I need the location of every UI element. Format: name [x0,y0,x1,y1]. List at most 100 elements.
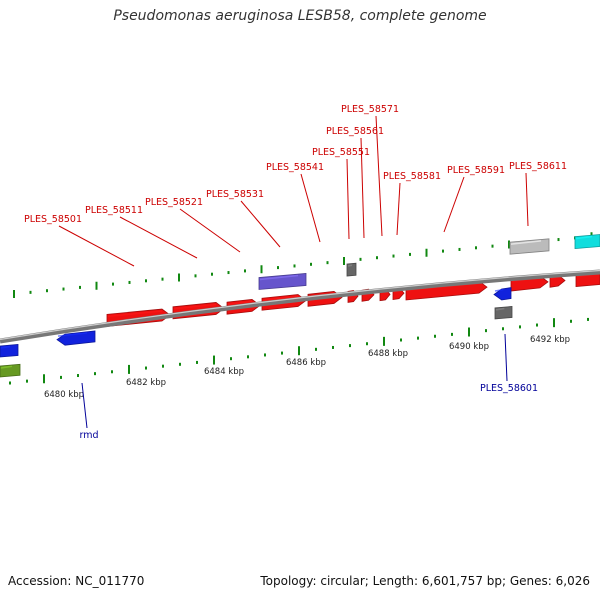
outer-position-dot [95,281,98,290]
gene-ples-58501-shine [107,310,163,318]
gene-label-ples-58571: PLES_58571 [341,104,399,115]
inner-position-dot [26,379,28,383]
feature-ples-58601-shine [495,307,505,311]
outer-position-dot [343,257,345,265]
backbone-highlight [0,269,600,341]
label-leader-line [179,208,241,253]
gene-label-ples-58521: PLES_58521 [145,197,203,208]
inner-position-dot [451,332,453,336]
outer-position-dot [409,252,411,256]
inner-position-dot [400,338,402,342]
inner-position-dot [213,355,215,365]
gene-blue-small-shine [494,288,504,292]
outer-position-dot [326,261,329,265]
feature-gray-block-shine [510,240,542,245]
outer-position-dot [194,274,197,278]
inner-position-dot [298,346,300,356]
inner-position-dot [77,374,79,378]
outer-position-dot [508,240,510,249]
outer-position-dot [277,266,279,270]
feature-gray-block [509,238,550,255]
outer-position-dot [557,238,560,242]
inner-position-dot [9,381,11,385]
inner-position-dot [468,327,470,337]
label-leader-line [81,382,88,429]
inner-position-dot [417,336,419,340]
label-leader-line [375,115,383,237]
gene-label-ples-58601: PLES_58601 [480,383,538,394]
inner-position-dot [587,317,589,321]
gene-features [0,234,600,378]
scale-tick-label: 6486 kbp [286,358,326,368]
label-leader-line [525,172,529,227]
genome-summary: Topology: circular; Length: 6,601,757 bp… [260,574,590,588]
gene-rmd-shine [57,332,88,337]
scale-tick-label: 6482 kbp [126,378,166,388]
outer-position-dot [244,269,246,273]
inner-position-dot [281,351,283,355]
gene-label-ples-58591: PLES_58591 [447,165,505,176]
gene-left-edge-blue-shine [0,345,11,349]
inner-position-dot [553,318,555,328]
inner-position-dot [60,375,62,379]
inner-position-dot [519,325,521,329]
outer-position-dot [161,277,164,281]
outer-position-dot [145,279,147,283]
inner-position-dot [315,347,317,351]
outer-position-dot [392,254,395,258]
inner-position-dot [230,357,232,361]
outer-position-dot [62,287,65,291]
outer-position-dot [442,249,444,253]
map-title: Pseudomonas aeruginosa LESB58, complete … [113,8,487,24]
scale-tick-label: 6484 kbp [204,367,244,377]
label-leader-line [504,333,508,382]
outer-position-dot [458,247,461,251]
inner-position-dot [366,342,368,346]
scale-tick-label: 6480 kbp [44,390,84,400]
gene-blue-small [493,287,512,301]
label-leader-line [443,176,465,233]
scale-tick-label: 6492 kbp [530,335,570,345]
inner-position-dot [179,362,181,366]
outer-position-dot [227,271,230,275]
label-leader-line [360,137,365,239]
outer-position-dot [260,265,263,274]
gene-left-edge-olive-shine [0,365,13,369]
outer-position-dot [475,246,477,250]
inner-position-dot [332,345,334,349]
outer-position-dot [425,248,428,257]
inner-position-dot [383,336,385,346]
inner-position-dot [128,364,130,374]
outer-position-dot [79,285,81,289]
inner-position-dot [145,366,147,370]
gene-label-ples-58611: PLES_58611 [509,161,567,172]
label-leader-line [119,216,198,259]
label-leader-line [346,158,350,240]
backbone-line [0,269,600,344]
inner-position-dot [94,372,96,376]
gene-label-ples-58501: PLES_58501 [24,214,82,225]
outer-position-dot [128,280,131,284]
scale-tick-label: 6490 kbp [449,342,489,352]
outer-position-dot [13,290,15,298]
gene-label-ples-58551: PLES_58551 [312,147,370,158]
inner-position-dot [43,374,45,384]
scale-ticks: 6480 kbp 6482 kbp 6484 kbp 6486 kbp 6488 kbp… [44,335,570,400]
gene-labels: PLES_58501PLES_58511PLES_58521PLES_58531… [24,104,567,441]
gene-label-ples-58531: PLES_58531 [206,189,264,200]
accession-label: Accession: NC_011770 [8,574,145,588]
gene-ples-58521-shine [227,300,253,305]
inner-position-dot [349,344,351,348]
inner-position-dot [434,334,436,338]
outer-position-dot [359,257,362,261]
feature-dark-gray-small-shine [347,264,353,267]
inner-position-dot [502,327,504,331]
inner-position-dot [247,355,249,359]
inner-position-dot [111,370,113,374]
label-leader-line [240,200,281,248]
outer-position-dot [29,290,32,294]
genome-backbone [0,269,600,344]
scale-tick-label: 6488 kbp [368,349,408,359]
gene-ples-58531-shine [262,295,299,301]
